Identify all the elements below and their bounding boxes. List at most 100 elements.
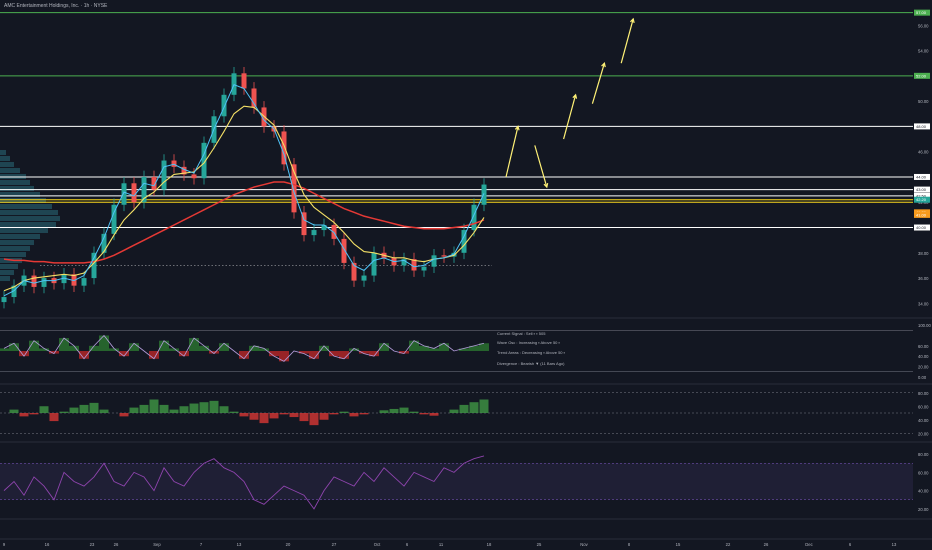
legend-line-4: Divergence : Bearish ▼ (11 Bars Ago) xyxy=(497,361,565,366)
momentum-bar xyxy=(359,413,369,415)
time-tick-label: 15 xyxy=(676,542,681,547)
momentum-bar xyxy=(379,410,389,413)
volume-profile-bar xyxy=(0,234,40,239)
wave-osc-area xyxy=(399,351,409,354)
volume-profile-bar xyxy=(0,276,10,281)
candle-body xyxy=(11,285,17,298)
mom-tick-label: 40.00 xyxy=(918,418,929,423)
wave-osc-area xyxy=(319,345,329,351)
volume-profile-bar xyxy=(0,156,10,161)
candle-body xyxy=(281,131,287,165)
price-tick-label: 50.00 xyxy=(918,99,929,104)
momentum-bar xyxy=(209,400,219,413)
price-level-tag xyxy=(914,224,930,231)
time-tick-label: 9 xyxy=(3,542,6,547)
momentum-bar xyxy=(119,413,129,417)
osc-tick-label: 100.00 xyxy=(918,323,931,328)
price-tick-label: 46.00 xyxy=(918,150,929,155)
momentum-bar xyxy=(289,413,299,418)
wave-osc-area xyxy=(69,345,79,351)
price-level-tag xyxy=(914,123,930,130)
price-level-tag-label: 42.20 xyxy=(916,197,927,202)
wave-osc-area xyxy=(219,343,229,351)
momentum-bar xyxy=(229,411,239,413)
candle-body xyxy=(411,259,417,271)
price-level-tag xyxy=(914,196,930,203)
momentum-bar xyxy=(249,413,259,420)
momentum-bar xyxy=(409,411,419,413)
projection-arrowhead xyxy=(543,183,549,189)
wave-osc-area xyxy=(269,351,279,357)
wave-osc-line xyxy=(3,334,485,362)
candle-body xyxy=(31,275,37,287)
wave-osc-area xyxy=(209,351,219,354)
legend-line-2: Wave Osc : Increasing ▪ Above 50 ▪ xyxy=(497,340,560,345)
wave-osc-area xyxy=(249,345,259,351)
momentum-bar xyxy=(199,402,209,413)
candle-body xyxy=(81,278,87,286)
volume-profile-bar xyxy=(0,270,14,275)
time-tick-label: 11 xyxy=(439,542,444,547)
chart-title: AMC Entertainment Holdings, Inc. · 1h · … xyxy=(4,3,108,9)
candle-body xyxy=(421,266,427,271)
price-tick-label: 34.00 xyxy=(918,301,929,306)
candle-body xyxy=(251,88,257,108)
momentum-bar xyxy=(299,413,309,422)
wave-osc-area xyxy=(199,345,209,351)
osc-tick-label: 40.00 xyxy=(918,354,929,359)
candle-body xyxy=(431,255,437,267)
time-tick-label: 13 xyxy=(237,542,242,547)
time-tick-label: 26 xyxy=(114,542,119,547)
time-tick-label: 18 xyxy=(487,542,492,547)
momentum-bar xyxy=(399,407,409,413)
momentum-bar xyxy=(269,413,279,419)
projection-arrow xyxy=(505,126,519,178)
projection-arrowhead xyxy=(601,62,606,68)
momentum-bar xyxy=(329,413,339,415)
wave-osc-area xyxy=(309,351,319,359)
rsi-line xyxy=(3,455,485,510)
momentum-bar xyxy=(459,404,469,413)
candle-body xyxy=(221,94,227,117)
wave-osc-area xyxy=(279,351,289,362)
wave-osc-area xyxy=(429,348,439,351)
time-tick-label: 22 xyxy=(726,542,731,547)
wave-osc-area xyxy=(59,338,69,351)
momentum-bar xyxy=(349,413,359,417)
volume-profile-bar xyxy=(0,240,34,245)
projection-arrowhead xyxy=(572,93,578,99)
wave-osc-area xyxy=(189,338,199,351)
wave-osc-area xyxy=(169,348,179,351)
momentum-bar xyxy=(49,413,59,422)
wave-osc-area xyxy=(9,343,19,351)
ma-slow-line xyxy=(3,105,485,292)
price-level-tag-label: 48.00 xyxy=(916,124,927,129)
price-level-tag xyxy=(914,192,930,199)
wave-osc-area xyxy=(349,348,359,351)
price-level-tag-label: 44.00 xyxy=(916,174,927,179)
time-tick-label: Sep xyxy=(153,542,161,547)
time-tick-label: Dec xyxy=(805,542,812,547)
candle-body xyxy=(351,262,357,281)
projection-arrow xyxy=(620,18,634,64)
momentum-bar xyxy=(319,413,329,420)
time-tick-label: 6 xyxy=(849,542,852,547)
price-level-tag-label: 57.00 xyxy=(916,10,927,15)
time-tick-label: 16 xyxy=(45,542,50,547)
volume-profile-bar xyxy=(0,186,34,191)
candle-body xyxy=(471,204,477,231)
price-level-tag xyxy=(914,211,930,218)
candle-body xyxy=(461,230,467,253)
wave-osc-area xyxy=(79,351,89,359)
candle-body xyxy=(331,224,337,239)
candle-body xyxy=(441,255,447,257)
osc-tick-label: 0.00 xyxy=(918,375,927,380)
candle-body xyxy=(41,278,47,287)
wave-osc-area xyxy=(129,343,139,351)
time-tick-label: 20 xyxy=(286,542,291,547)
candle-body xyxy=(151,176,157,190)
wave-osc-area xyxy=(49,351,59,354)
legend-line-1: Current Signal : Sell ▪ ▪ 505 xyxy=(497,331,546,336)
candle-body xyxy=(291,164,297,213)
